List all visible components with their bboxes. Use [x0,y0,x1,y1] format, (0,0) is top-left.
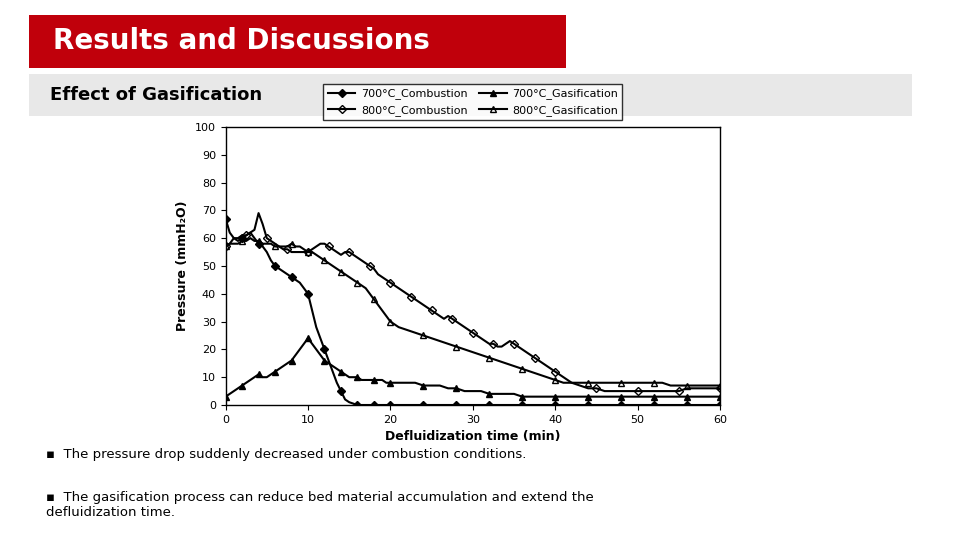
700°C_Gasification [599,394,611,400]
800°C_Gasification [549,377,561,383]
800°C_Gasification [599,380,611,386]
700°C_Gasification [426,382,438,389]
700°C_Gasification [632,394,643,400]
700°C_Gasification [302,335,314,341]
800°C_Combustion [533,357,544,364]
700°C_Combustion [632,402,643,408]
800°C_Combustion [471,332,483,339]
800°C_Combustion [252,210,264,217]
800°C_Combustion [599,388,611,394]
700°C_Gasification [220,394,231,400]
800°C_Gasification [475,352,487,358]
800°C_Combustion [513,343,524,350]
700°C_Gasification [475,388,487,394]
800°C_Gasification [714,382,726,389]
Line: 700°C_Combustion: 700°C_Combustion [223,216,723,408]
800°C_Combustion [220,243,231,249]
Text: Effect of Gasification: Effect of Gasification [50,86,262,104]
700°C_Combustion [549,402,561,408]
X-axis label: Defluidization time (min): Defluidization time (min) [385,430,561,443]
Line: 700°C_Gasification: 700°C_Gasification [223,335,723,400]
700°C_Combustion [599,402,611,408]
FancyBboxPatch shape [29,15,566,68]
700°C_Combustion [714,402,726,408]
800°C_Combustion [414,299,425,305]
Text: ▪  The gasification process can reduce bed material accumulation and extend the
: ▪ The gasification process can reduce be… [46,491,594,519]
700°C_Gasification [714,394,726,400]
800°C_Gasification [245,235,256,241]
FancyBboxPatch shape [29,74,912,116]
800°C_Gasification [657,380,668,386]
Text: ▪  The pressure drop suddenly decreased under combustion conditions.: ▪ The pressure drop suddenly decreased u… [46,448,526,461]
Line: 800°C_Combustion: 800°C_Combustion [223,211,723,394]
Legend: 700°C_Combustion, 800°C_Combustion, 700°C_Gasification, 800°C_Gasification: 700°C_Combustion, 800°C_Combustion, 700°… [324,84,622,120]
700°C_Combustion [475,402,487,408]
700°C_Combustion [220,215,231,222]
Y-axis label: Pressure (mmH₂O): Pressure (mmH₂O) [177,201,189,331]
700°C_Combustion [426,402,438,408]
800°C_Combustion [327,246,339,253]
700°C_Combustion [351,402,363,408]
800°C_Combustion [249,227,260,233]
Text: Results and Discussions: Results and Discussions [53,27,430,55]
700°C_Combustion [657,402,668,408]
800°C_Gasification [220,243,231,249]
700°C_Gasification [549,394,561,400]
800°C_Gasification [664,382,676,389]
Line: 800°C_Gasification: 800°C_Gasification [223,235,723,388]
800°C_Gasification [426,335,438,341]
800°C_Gasification [632,380,643,386]
700°C_Gasification [657,394,668,400]
800°C_Combustion [714,385,726,392]
